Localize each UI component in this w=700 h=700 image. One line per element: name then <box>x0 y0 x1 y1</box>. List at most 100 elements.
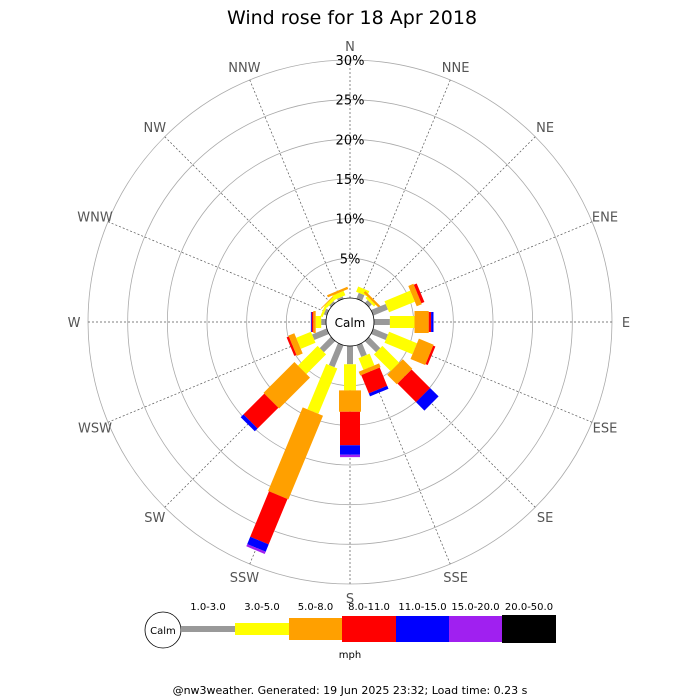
spoke-sse-bin-1 <box>358 353 375 370</box>
direction-labels: N NNE NE ENE E ESE SE SSE S SSW SW WSW W WNW NW NNW <box>68 40 631 607</box>
direction-label-se: SE <box>537 511 553 526</box>
legend-swatch-1 <box>235 623 289 635</box>
spoke-s-bin-1 <box>344 364 356 391</box>
direction-label-s: S <box>346 592 354 607</box>
direction-label-e: E <box>622 316 630 331</box>
legend-label-7: 20.0-50.0 <box>505 602 553 613</box>
spoke-ese-bin-1 <box>384 331 417 355</box>
spoke-w-bin-0 <box>321 319 326 325</box>
legend-label-2: 3.0-5.0 <box>244 602 279 613</box>
direction-label-nnw: NNW <box>228 61 260 76</box>
spoke-ne-bin-0 <box>364 300 372 308</box>
calm-center: Calm <box>325 297 375 347</box>
spoke-ssw-bin-2 <box>268 407 323 500</box>
direction-label-ene: ENE <box>592 210 618 225</box>
legend-swatch-2 <box>289 618 342 640</box>
spoke-ssw-bin-0 <box>328 343 344 368</box>
spoke-ssw-bin-4 <box>247 536 269 552</box>
units-label: mph <box>339 650 361 661</box>
spoke-wnw-bin-0 <box>323 308 329 316</box>
spoke-ese-bin-3 <box>425 345 436 365</box>
legend-label-4: 8.0-11.0 <box>348 602 390 613</box>
spoke-se-bin-2 <box>387 359 413 385</box>
direction-label-nw: NW <box>144 121 167 136</box>
spoke-ene-bin-2 <box>408 283 422 307</box>
spoke-e-bin-2 <box>414 311 429 333</box>
direction-label-nne: NNE <box>442 61 470 76</box>
polar-grid <box>87 59 613 585</box>
spoke-w-bin-3 <box>311 312 314 332</box>
spoke-nne-bin-0 <box>356 292 365 301</box>
spoke-s-bin-5 <box>340 454 360 458</box>
wind-spokes <box>240 283 439 554</box>
spoke-wsw-bin-2 <box>288 333 303 356</box>
spoke-ene-bin-3 <box>413 283 425 304</box>
spoke-se-bin-1 <box>373 345 400 372</box>
ring-label-6: 30% <box>336 54 365 69</box>
spoke-ssw-bin-5 <box>246 544 266 554</box>
legend-swatch-5 <box>449 616 502 642</box>
direction-label-ssw: SSW <box>230 571 260 586</box>
direction-label-w: W <box>68 316 81 331</box>
spoke-se-bin-3 <box>397 369 431 403</box>
spoke-e-bin-3 <box>428 312 432 332</box>
spoke-ssw-bin-3 <box>250 491 288 545</box>
spoke-ene-bin-1 <box>384 290 415 313</box>
legend-swatch-6 <box>502 615 556 643</box>
spoke-e-bin-0 <box>374 319 390 325</box>
legend-label-5: 11.0-15.0 <box>398 602 446 613</box>
legend-swatch-3 <box>342 616 396 642</box>
ring-label-4: 20% <box>336 133 365 148</box>
direction-label-ese: ESE <box>593 422 618 437</box>
direction-label-n: N <box>345 40 355 55</box>
legend-calm-label: Calm <box>150 626 176 637</box>
spoke-ne-bin-1 <box>365 296 376 307</box>
spoke-s-bin-3 <box>340 411 360 446</box>
spoke-wsw-bin-0 <box>312 328 329 340</box>
grid-ring-5 <box>127 99 573 545</box>
spoke-nnw-bin-0 <box>337 296 344 301</box>
direction-label-wnw: WNW <box>77 210 113 225</box>
spoke-s-bin-0 <box>347 346 353 365</box>
grid-ring-4 <box>166 138 534 506</box>
legend-label-1: 1.0-3.0 <box>190 602 225 613</box>
spoke-w-bin-1 <box>315 316 322 328</box>
spoke-w-bin-4 <box>310 312 312 332</box>
spoke-nnw-bin-2 <box>327 286 349 298</box>
spoke-sse-bin-3 <box>361 367 388 394</box>
spoke-ssw-bin-1 <box>307 363 338 414</box>
spoke-sw-bin-4 <box>240 414 258 432</box>
spoke-ne-bin-2 <box>363 291 381 309</box>
spoke-ese-bin-2 <box>410 338 434 365</box>
spoke-sw-bin-3 <box>243 393 279 429</box>
ring-label-3: 15% <box>336 173 365 188</box>
spoke-s-bin-2 <box>339 390 361 412</box>
spoke-wsw-bin-1 <box>296 331 316 349</box>
grid-ring-3 <box>206 178 494 466</box>
direction-label-ne: NE <box>536 121 554 136</box>
direction-label-sse: SSE <box>443 571 468 586</box>
ring-label-2: 10% <box>336 213 365 228</box>
spoke-ese-bin-0 <box>371 328 388 340</box>
spoke-w-bin-2 <box>313 311 316 333</box>
chart-title: Wind rose for 18 Apr 2018 <box>227 7 477 29</box>
legend: Calm 1.0-3.0 3.0-5.0 5.0-8.0 8.0-11.0 11.0-15… <box>144 602 556 649</box>
spoke-se-bin-4 <box>416 388 439 411</box>
spoke-sw-bin-2 <box>263 362 310 409</box>
direction-label-sw: SW <box>144 511 165 526</box>
spoke-e-bin-4 <box>431 312 434 332</box>
spoke-sse-bin-2 <box>358 363 381 376</box>
spoke-e-bin-1 <box>389 316 415 328</box>
spoke-nnw-bin-1 <box>332 290 346 300</box>
legend-swatch-4 <box>396 616 449 642</box>
calm-label: Calm <box>335 316 366 330</box>
spoke-wnw-bin-1 <box>320 305 328 318</box>
legend-label-6: 15.0-20.0 <box>451 602 499 613</box>
ring-labels: 5% 10% 15% 20% 25% 30% <box>336 54 365 267</box>
spoke-nw-bin-0 <box>329 301 336 308</box>
footer-text: @nw3weather. Generated: 19 Jun 2025 23:3… <box>173 684 528 697</box>
spoke-sw-bin-0 <box>319 336 336 353</box>
spoke-nw-bin-2 <box>320 292 337 309</box>
spoke-se-bin-0 <box>364 336 381 353</box>
